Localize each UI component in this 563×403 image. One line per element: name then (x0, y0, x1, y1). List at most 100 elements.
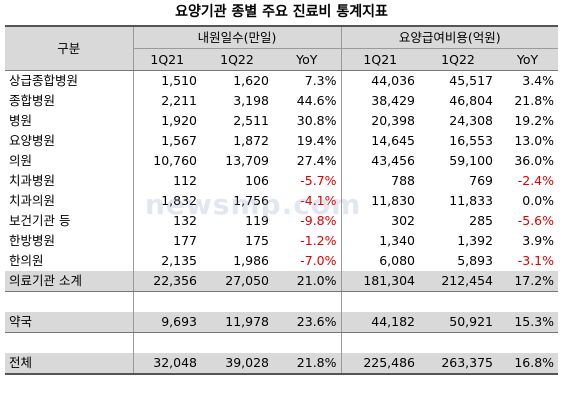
table-row: 전체 32,048 39,028 21.8% 225,486 263,375 16.8% (5, 353, 559, 375)
header-1q22-days: 1Q22 (201, 48, 273, 71)
header-1q21-cost: 1Q21 (340, 48, 420, 71)
row-value: 302 (340, 211, 420, 231)
spacer-cell (201, 292, 273, 313)
row-value: 50,921 (419, 312, 498, 333)
row-value: 19.4% (296, 133, 337, 148)
row-value: 14,645 (340, 131, 420, 151)
row-value: 0.0% (522, 193, 555, 208)
header-benefit-cost: 요양급여비용(억원) (340, 26, 559, 49)
row-value: 1,872 (233, 133, 269, 148)
row-value: 1,756 (233, 193, 269, 208)
row-value: 3,198 (233, 93, 269, 108)
row-value: -1.2% (300, 233, 337, 248)
spacer-cell (340, 332, 420, 353)
spacer-cell (273, 292, 341, 313)
row-value: 39,028 (201, 353, 273, 375)
table-row: 치과의원 1,832 1,756 -4.1% 11,830 11,833 0.0% (5, 191, 558, 211)
table-row: 보건기관 등 132 119 -9.8% 302 285 -5.6% (5, 211, 558, 231)
row-value: 21.8% (273, 353, 342, 375)
row-value: 59,100 (449, 153, 494, 168)
row-value: 106 (245, 173, 269, 188)
row-value: 2,135 (132, 251, 201, 271)
watermark: newsmp.com (145, 188, 362, 221)
header-1q21-days: 1Q21 (132, 48, 201, 71)
row-value: 5,893 (457, 253, 494, 268)
spacer-cell (5, 333, 133, 354)
header-1q22-cost: 1Q22 (419, 48, 498, 71)
row-value: 30.8% (296, 113, 337, 128)
row-value: 2,211 (132, 91, 201, 111)
row-value: 45,517 (449, 73, 494, 88)
row-value: 1,567 (132, 131, 201, 151)
row-value: 10,760 (132, 151, 201, 171)
row-value: 36.0% (514, 153, 555, 168)
row-label: 치과병원 (9, 173, 56, 188)
row-value: -5.7% (300, 173, 337, 188)
spacer-cell (132, 332, 201, 353)
row-value: -5.6% (517, 213, 555, 228)
row-value: 27,050 (201, 271, 273, 292)
row-value: 13,709 (225, 153, 269, 168)
row-value: 225,486 (340, 353, 420, 375)
row-value: 285 (469, 213, 494, 228)
spacer-cell (201, 333, 273, 354)
row-value: -9.8% (300, 213, 337, 228)
row-value: 22,356 (132, 271, 201, 292)
row-value: 9,693 (132, 312, 201, 333)
row-value: 3.9% (522, 233, 555, 248)
table-row: 요양병원 1,567 1,872 19.4% 14,645 16,553 13.0% (5, 131, 558, 151)
row-value: -3.1% (517, 253, 555, 268)
row-label: 약국 (5, 312, 133, 333)
row-value: 24,308 (449, 113, 494, 128)
row-value: 23.6% (273, 312, 342, 333)
stats-table: 구분 내원일수(만일) 요양급여비용(억원) 1Q21 1Q22 YoY 1Q2… (5, 25, 559, 375)
row-value: 1,920 (132, 111, 201, 131)
row-value: 11,833 (449, 193, 494, 208)
table-body: 상급종합병원 1,510 1,620 7.3% 44,036 45,517 3.4% 종합병원… (5, 70, 559, 375)
row-value: 769 (469, 173, 494, 188)
spacer-cell (340, 291, 420, 312)
header-yoy-cost: YoY (497, 48, 559, 71)
table-row: 한방병원 177 175 -1.2% 1,340 1,392 3.9% (5, 231, 558, 251)
row-value: 1,340 (340, 231, 420, 251)
spacer-cell (5, 292, 133, 313)
row-value: 112 (132, 171, 201, 191)
row-label: 종합병원 (9, 93, 56, 108)
spacer-cell (497, 333, 558, 354)
row-value: 132 (132, 211, 201, 231)
row-value: 44,182 (340, 312, 420, 333)
row-label: 보건기관 등 (9, 213, 71, 228)
row-label: 의료기관 소계 (5, 271, 133, 292)
row-value: 175 (245, 233, 269, 248)
row-value: 11,978 (201, 312, 273, 333)
spacer-cell (497, 292, 558, 313)
table-row: 치과병원 112 106 -5.7% 788 769 -2.4% (5, 171, 558, 191)
row-value: 1,510 (132, 70, 201, 91)
row-value: 38,429 (340, 91, 420, 111)
row-value: 181,304 (340, 271, 420, 292)
row-label: 병원 (9, 113, 33, 128)
row-value: 15.3% (497, 312, 559, 333)
row-value: 2,511 (233, 113, 269, 128)
row-value: -2.4% (517, 173, 555, 188)
row-label: 한의원 (9, 253, 44, 268)
table-row: 약국 9,693 11,978 23.6% 44,182 50,921 15.3% (5, 312, 559, 333)
row-value: 21.8% (514, 93, 555, 108)
row-value: 1,392 (457, 233, 494, 248)
row-value: 19.2% (514, 113, 555, 128)
row-value: 177 (132, 231, 201, 251)
row-value: 20,398 (340, 111, 420, 131)
table-row: 종합병원 2,211 3,198 44.6% 38,429 46,804 21.8% (5, 91, 558, 111)
spacer-cell (132, 291, 201, 312)
spacer-cell (419, 292, 497, 313)
header-category: 구분 (5, 26, 133, 71)
spacer-cell (273, 333, 341, 354)
table-row: 의료기관 소계 22,356 27,050 21.0% 181,304 212,454 17… (5, 271, 559, 292)
row-value: 16.8% (497, 353, 559, 375)
row-value: 212,454 (419, 271, 498, 292)
row-value: 44.6% (296, 93, 337, 108)
row-value: 1,986 (233, 253, 269, 268)
row-value: 21.0% (273, 271, 342, 292)
row-value: 11,830 (340, 191, 420, 211)
row-value: 3.4% (522, 73, 555, 88)
